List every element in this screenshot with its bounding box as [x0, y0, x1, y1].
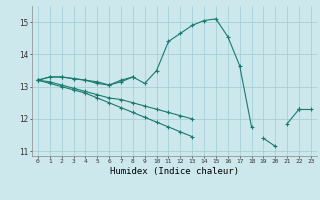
X-axis label: Humidex (Indice chaleur): Humidex (Indice chaleur): [110, 167, 239, 176]
